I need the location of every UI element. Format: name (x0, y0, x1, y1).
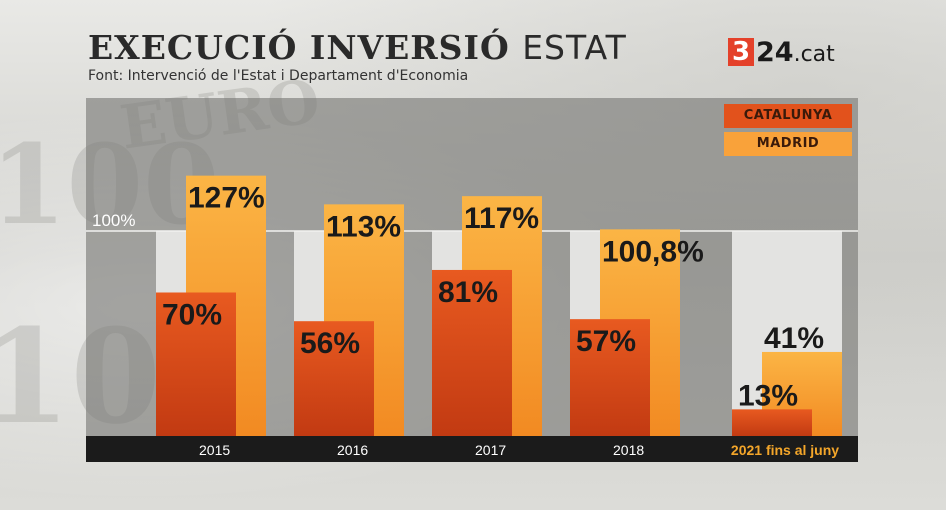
x-tick-label: 2021 fins al juny (731, 442, 839, 458)
bar-catalunya (732, 409, 812, 436)
value-label-madrid: 113% (326, 210, 401, 243)
x-tick-label: 2018 (613, 442, 644, 458)
logo-text: 24.cat (756, 37, 835, 68)
value-labels: 127% 70% 113% 56% 117% 81% 100,8% 57% 41% 13% (162, 182, 824, 413)
bar-catalunya (156, 292, 236, 436)
reference-line-label: 100% (92, 211, 135, 230)
channel-logo: 3 24.cat (728, 36, 835, 68)
chart-title: EXECUCIÓ INVERSIÓ ESTAT (88, 28, 627, 67)
x-tick-label: 2016 (337, 442, 368, 458)
value-label-madrid: 100,8% (602, 235, 704, 268)
logo-number: 24 (756, 36, 794, 68)
title-light: ESTAT (522, 28, 627, 67)
chart-subtitle: Font: Intervenció de l'Estat i Departame… (88, 68, 469, 84)
bar-catalunya (294, 321, 374, 436)
value-label-catalunya: 81% (438, 276, 498, 309)
value-label-madrid: 41% (764, 322, 824, 355)
legend-entry-catalunya: CATALUNYA (724, 104, 852, 128)
x-tick-label: 2015 (199, 442, 230, 458)
x-tick-labels: 2015 2016 2017 2018 2021 fins al juny (199, 442, 839, 458)
value-label-catalunya: 70% (162, 299, 222, 332)
bar-catalunya (570, 319, 650, 436)
legend-entry-madrid: MADRID (724, 132, 852, 156)
legend: CATALUNYA MADRID (724, 104, 852, 160)
value-label-madrid: 117% (464, 202, 539, 235)
logo-digit: 3 (728, 38, 754, 66)
x-axis-bar (86, 436, 858, 462)
x-tick-label: 2017 (475, 442, 506, 458)
value-label-madrid: 127% (188, 182, 265, 215)
value-label-catalunya: 56% (300, 327, 360, 360)
logo-suffix: .cat (793, 41, 835, 67)
bars (156, 175, 842, 436)
value-label-catalunya: 13% (738, 379, 798, 412)
bar-catalunya (432, 269, 512, 436)
value-label-catalunya: 57% (576, 325, 636, 358)
title-bold: EXECUCIÓ INVERSIÓ (88, 28, 510, 67)
